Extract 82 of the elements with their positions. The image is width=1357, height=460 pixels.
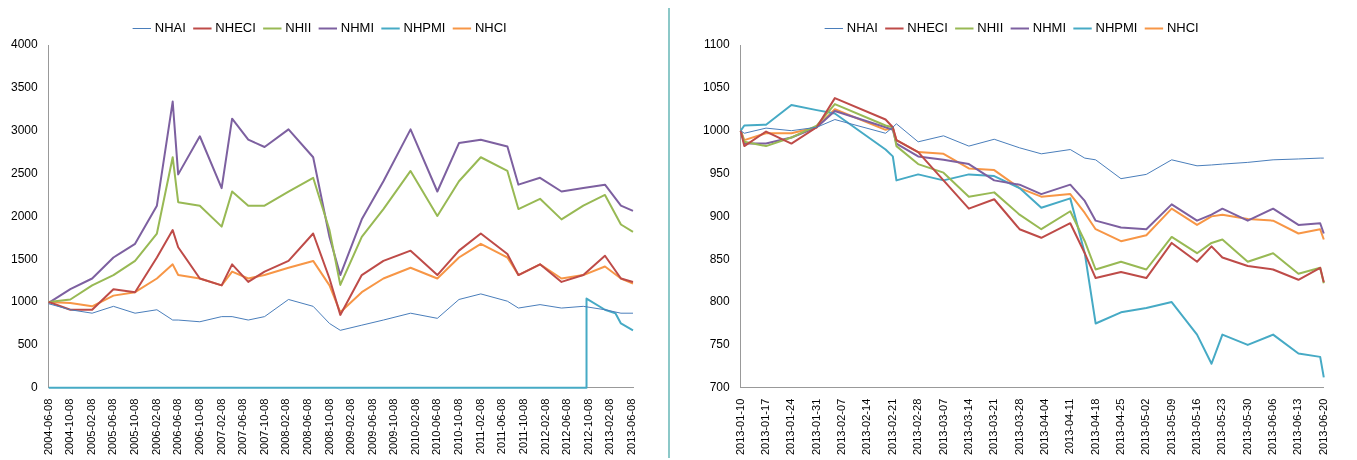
x-tick-label: 2004-10-08 bbox=[63, 398, 76, 456]
y-tick-label: 900 bbox=[709, 208, 731, 223]
y-tick-label: 0 bbox=[31, 380, 39, 395]
legend-label: NHECI bbox=[907, 20, 948, 36]
y-tick-label: 4000 bbox=[10, 37, 39, 52]
x-tick-label: 2008-02-08 bbox=[279, 398, 292, 456]
x-tick-label: 2006-10-08 bbox=[192, 398, 205, 456]
x-tick-label: 2013-05-16 bbox=[1190, 398, 1203, 456]
x-tick-label: 2013-05-23 bbox=[1215, 398, 1228, 456]
x-tick-label: 2013-02-28 bbox=[911, 398, 924, 456]
x-tick-label: 2013-03-21 bbox=[987, 398, 1000, 456]
legend-label: NHECI bbox=[215, 20, 256, 36]
x-tick-label: 2012-02-08 bbox=[538, 398, 551, 456]
legend-label: NHAI bbox=[846, 20, 878, 36]
x-tick-label: 2013-06-08 bbox=[624, 398, 637, 456]
x-tick-label: 2007-10-08 bbox=[257, 398, 270, 456]
x-tick-label: 2005-10-08 bbox=[128, 398, 141, 456]
legend-label: NHPMI bbox=[1095, 20, 1138, 36]
legend-label: NHMI bbox=[1032, 20, 1067, 36]
x-tick-label: 2013-02-08 bbox=[603, 398, 616, 456]
y-tick-label: 850 bbox=[709, 251, 731, 266]
x-tick-label: 2008-10-08 bbox=[322, 398, 335, 456]
x-tick-label: 2013-05-30 bbox=[1240, 398, 1253, 456]
x-tick-label: 2013-02-21 bbox=[885, 398, 898, 456]
legend-label: NHCI bbox=[1166, 20, 1199, 36]
x-tick-label: 2013-01-17 bbox=[759, 398, 772, 456]
legend-label: NHII bbox=[285, 20, 312, 36]
x-tick-label: 2013-05-09 bbox=[1164, 398, 1177, 456]
x-tick-label: 2013-04-04 bbox=[1037, 398, 1050, 456]
x-tick-label: 2013-01-24 bbox=[784, 398, 797, 456]
legend-label: NHAI bbox=[154, 20, 186, 36]
x-tick-label: 2010-10-08 bbox=[452, 398, 465, 456]
y-tick-label: 2500 bbox=[10, 165, 39, 180]
y-tick-label: 500 bbox=[17, 337, 39, 352]
y-tick-label: 1050 bbox=[702, 80, 731, 95]
x-tick-label: 2009-10-08 bbox=[387, 398, 400, 456]
x-tick-label: 2009-06-08 bbox=[365, 398, 378, 456]
x-tick-label: 2013-02-07 bbox=[835, 398, 848, 456]
x-tick-label: 2007-02-08 bbox=[214, 398, 227, 456]
y-tick-label: 950 bbox=[709, 165, 731, 180]
y-tick-label: 3500 bbox=[10, 80, 39, 95]
x-tick-label: 2006-02-08 bbox=[149, 398, 162, 456]
x-tick-label: 2006-06-08 bbox=[171, 398, 184, 456]
legend-label: NHII bbox=[977, 20, 1004, 36]
x-tick-label: 2011-10-08 bbox=[516, 398, 529, 455]
x-tick-label: 2008-06-08 bbox=[300, 398, 313, 456]
legend-label: NHPMI bbox=[403, 20, 446, 36]
y-tick-label: 1500 bbox=[10, 251, 39, 266]
x-tick-label: 2013-01-10 bbox=[733, 398, 746, 456]
x-tick-label: 2005-02-08 bbox=[85, 398, 98, 456]
x-tick-label: 2013-02-14 bbox=[860, 398, 873, 456]
legend-label: NHCI bbox=[474, 20, 507, 36]
y-tick-label: 800 bbox=[709, 294, 731, 309]
x-tick-label: 2013-04-18 bbox=[1088, 398, 1101, 456]
y-tick-label: 750 bbox=[709, 337, 731, 352]
x-tick-label: 2013-04-25 bbox=[1114, 398, 1127, 456]
x-tick-label: 2011-02-08 bbox=[473, 398, 486, 455]
x-tick-label: 2005-06-08 bbox=[106, 398, 119, 456]
y-tick-label: 700 bbox=[709, 380, 731, 395]
y-tick-label: 1100 bbox=[703, 37, 731, 52]
x-tick-label: 2004-06-08 bbox=[41, 398, 54, 456]
x-tick-label: 2009-02-08 bbox=[344, 398, 357, 456]
x-tick-label: 2012-06-08 bbox=[560, 398, 573, 456]
x-tick-label: 2010-06-08 bbox=[430, 398, 443, 456]
x-tick-label: 2013-03-14 bbox=[961, 398, 974, 456]
x-tick-label: 2007-06-08 bbox=[235, 398, 248, 456]
x-tick-label: 2013-03-28 bbox=[1012, 398, 1025, 456]
x-tick-label: 2013-06-20 bbox=[1316, 398, 1329, 456]
x-tick-label: 2013-01-31 bbox=[809, 398, 822, 456]
y-tick-label: 1000 bbox=[10, 294, 39, 309]
x-tick-label: 2013-06-13 bbox=[1291, 398, 1304, 456]
y-tick-label: 2000 bbox=[10, 208, 39, 223]
x-tick-label: 2010-02-08 bbox=[409, 398, 422, 456]
y-tick-label: 3000 bbox=[10, 123, 39, 137]
x-tick-label: 2011-06-08 bbox=[495, 398, 508, 455]
x-tick-label: 2013-06-06 bbox=[1266, 398, 1279, 456]
x-tick-label: 2013-03-07 bbox=[936, 398, 949, 456]
x-tick-label: 2012-10-08 bbox=[581, 398, 594, 456]
y-tick-label: 1000 bbox=[702, 123, 731, 137]
legend-label: NHMI bbox=[340, 20, 375, 36]
x-tick-label: 2013-05-02 bbox=[1139, 398, 1152, 456]
x-tick-label: 2013-04-11 bbox=[1063, 398, 1076, 455]
